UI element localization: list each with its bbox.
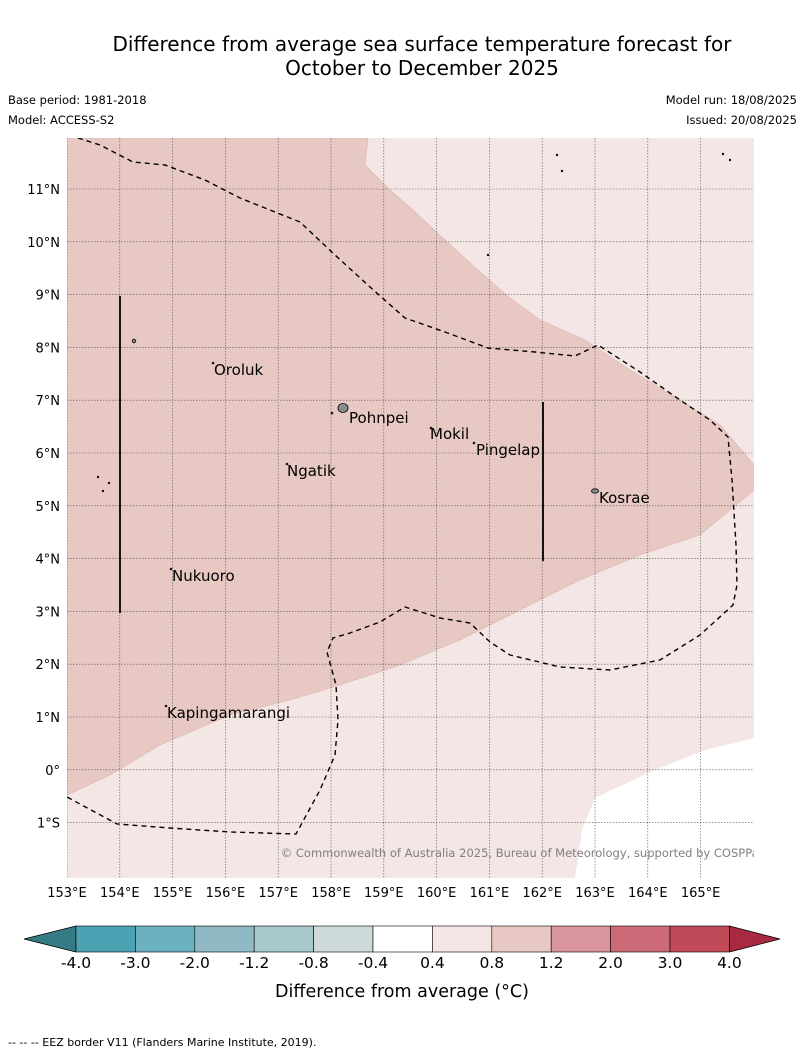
colorbar-swatch bbox=[491, 925, 552, 953]
colorbar-tick-label: -1.2 bbox=[239, 954, 269, 972]
colorbar-swatch bbox=[669, 925, 730, 953]
colorbar-tick-label: 0.8 bbox=[479, 954, 504, 972]
islet bbox=[728, 158, 732, 162]
colorbar-swatch bbox=[253, 925, 314, 953]
lat-tick-label: 8°N bbox=[36, 341, 61, 356]
label-pingelap: Pingelap bbox=[476, 441, 540, 459]
longitude-labels: 153°E 154°E 155°E 156°E 157°E 158°E 159°E 160°E… bbox=[47, 886, 720, 901]
lon-tick-label: 153°E bbox=[47, 886, 87, 901]
copyright-notice: © Commonwealth of Australia 2025, Bureau… bbox=[281, 846, 765, 860]
anomaly-region-neutral bbox=[575, 738, 754, 878]
eez-border-north bbox=[67, 138, 738, 835]
land-features bbox=[96, 152, 732, 708]
ngatik-islet bbox=[285, 462, 289, 466]
colorbar-arrow-high bbox=[729, 925, 781, 953]
label-oroluk: Oroluk bbox=[214, 361, 263, 379]
colorbar-swatch bbox=[194, 925, 255, 953]
anomaly-region-0.8-1.2 bbox=[67, 138, 754, 796]
lon-tick-label: 161°E bbox=[470, 886, 510, 901]
colorbar-tick-label: 0.4 bbox=[420, 954, 445, 972]
issued-date: Issued: 20/08/2025 bbox=[686, 113, 797, 127]
colorbar-tick-label: -4.0 bbox=[61, 954, 91, 972]
nukuoro-islet bbox=[169, 567, 173, 571]
lat-tick-label: 1°N bbox=[36, 711, 61, 726]
islet bbox=[721, 152, 725, 156]
islet bbox=[330, 411, 334, 415]
chart-title: Difference from average sea surface temp… bbox=[40, 32, 804, 80]
lat-tick-label: 0° bbox=[45, 764, 60, 779]
lon-tick-label: 160°E bbox=[417, 886, 457, 901]
colorbar-swatch bbox=[75, 925, 136, 953]
label-mokil: Mokil bbox=[430, 425, 469, 443]
colorbar-tick-label: -3.0 bbox=[120, 954, 150, 972]
base-period: Base period: 1981-2018 bbox=[8, 93, 147, 107]
eez-footnote: -- -- -- EEZ border V11 (Flanders Marine… bbox=[8, 1036, 317, 1049]
colorbar-tick-label: 2.0 bbox=[598, 954, 623, 972]
lon-tick-label: 164°E bbox=[628, 886, 668, 901]
lon-tick-label: 158°E bbox=[311, 886, 351, 901]
islet bbox=[560, 169, 564, 173]
lat-tick-label: 10°N bbox=[27, 236, 60, 251]
lon-tick-label: 155°E bbox=[153, 886, 193, 901]
lon-tick-label: 157°E bbox=[258, 886, 298, 901]
islet bbox=[555, 153, 559, 157]
colorbar-tick-label: -0.8 bbox=[298, 954, 328, 972]
colorbar-swatch bbox=[372, 925, 433, 953]
lat-tick-label: 6°N bbox=[36, 447, 61, 462]
colorbar-title: Difference from average (°C) bbox=[275, 982, 529, 1002]
kapingamarangi-islet bbox=[164, 704, 168, 708]
lon-tick-label: 163°E bbox=[575, 886, 615, 901]
map-area: Oroluk Pohnpei Mokil Pingelap Ngatik Kos… bbox=[67, 138, 765, 878]
lat-tick-label: 2°N bbox=[36, 658, 61, 673]
colorbar-tick-label: -2.0 bbox=[180, 954, 210, 972]
colorbar-arrow-low bbox=[23, 925, 77, 953]
lon-tick-label: 165°E bbox=[681, 886, 721, 901]
label-kosrae: Kosrae bbox=[599, 489, 650, 507]
colorbar-swatch bbox=[135, 925, 196, 953]
oroluk-islet bbox=[211, 361, 215, 365]
islet bbox=[107, 481, 111, 485]
lat-tick-label: 4°N bbox=[36, 553, 61, 568]
colorbar-tick-label: 3.0 bbox=[658, 954, 683, 972]
model-name: Model: ACCESS-S2 bbox=[8, 113, 115, 127]
model-run: Model run: 18/08/2025 bbox=[665, 93, 797, 107]
label-nukuoro: Nukuoro bbox=[172, 567, 235, 585]
colorbar-swatch bbox=[432, 925, 493, 953]
colorbar-swatch bbox=[313, 925, 374, 953]
islet bbox=[96, 475, 100, 479]
mokil-islet bbox=[429, 426, 433, 430]
lat-tick-label: 7°N bbox=[36, 394, 61, 409]
label-ngatik: Ngatik bbox=[287, 462, 336, 480]
lat-tick-label: 1°S bbox=[37, 817, 60, 832]
lon-tick-label: 159°E bbox=[364, 886, 404, 901]
colorbar-tick-label: 4.0 bbox=[717, 954, 742, 972]
colorbar-swatch bbox=[610, 925, 671, 953]
lat-tick-label: 5°N bbox=[36, 500, 61, 515]
label-pohnpei: Pohnpei bbox=[349, 409, 409, 427]
small-island-west bbox=[131, 338, 137, 344]
lat-tick-label: 11°N bbox=[27, 183, 60, 198]
islet bbox=[101, 489, 105, 493]
colorbar-swatch bbox=[550, 925, 611, 953]
pohnpei-island bbox=[337, 403, 349, 413]
eez-borders bbox=[67, 138, 738, 835]
lat-tick-label: 3°N bbox=[36, 605, 61, 620]
kosrae-island bbox=[591, 488, 599, 494]
latitude-labels: 11°N 10°N 9°N 8°N 7°N 6°N 5°N 4°N 3°N 2°N 1°N 0° 1°S bbox=[27, 183, 60, 832]
lon-tick-label: 154°E bbox=[100, 886, 140, 901]
lat-tick-label: 9°N bbox=[36, 289, 61, 304]
colorbar-tick-label: -0.4 bbox=[358, 954, 388, 972]
title-line-2: October to December 2025 bbox=[285, 56, 559, 80]
label-kapingamarangi: Kapingamarangi bbox=[167, 704, 290, 722]
islet bbox=[486, 253, 490, 257]
pingelap-islet bbox=[472, 441, 476, 445]
lon-tick-label: 156°E bbox=[206, 886, 246, 901]
colorbar-tick-label: 1.2 bbox=[539, 954, 564, 972]
colorbar: -4.0 -3.0 -2.0 -1.2 -0.8 -0.4 0.4 0.8 1.2 2.0 3.0 4… bbox=[23, 925, 781, 1002]
title-line-1: Difference from average sea surface temp… bbox=[112, 32, 732, 56]
lon-tick-label: 162°E bbox=[522, 886, 562, 901]
